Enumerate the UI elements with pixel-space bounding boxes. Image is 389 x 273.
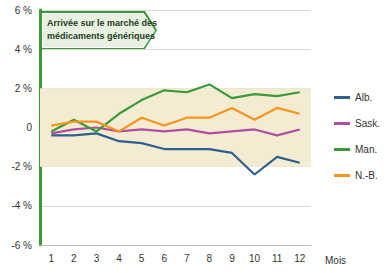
svg-text:Alb.: Alb.	[355, 92, 372, 103]
svg-text:6: 6	[161, 253, 167, 264]
svg-text:4 %: 4 %	[15, 44, 32, 55]
svg-text:-2 %: -2 %	[11, 161, 32, 172]
svg-text:médicaments génériques: médicaments génériques	[47, 31, 155, 41]
svg-text:11: 11	[272, 253, 283, 264]
svg-text:12: 12	[294, 253, 306, 264]
svg-text:5: 5	[139, 253, 145, 264]
svg-text:-6 %: -6 %	[11, 240, 32, 251]
svg-text:9: 9	[229, 253, 235, 264]
svg-text:Mois: Mois	[325, 255, 346, 266]
svg-text:3: 3	[94, 253, 100, 264]
svg-text:Arrivée sur le marché des: Arrivée sur le marché des	[47, 18, 157, 28]
svg-text:4: 4	[116, 253, 122, 264]
svg-text:2: 2	[71, 253, 77, 264]
svg-text:7: 7	[184, 253, 190, 264]
svg-text:Sask.: Sask.	[355, 118, 380, 129]
svg-text:-4 %: -4 %	[11, 200, 32, 211]
svg-text:1: 1	[49, 253, 55, 264]
svg-text:8: 8	[207, 253, 213, 264]
svg-text:N.-B.: N.-B.	[355, 170, 378, 181]
svg-text:6 %: 6 %	[15, 5, 32, 16]
svg-text:Man.: Man.	[355, 144, 377, 155]
svg-text:2 %: 2 %	[15, 83, 32, 94]
svg-text:0: 0	[26, 122, 32, 133]
svg-text:10: 10	[249, 253, 261, 264]
